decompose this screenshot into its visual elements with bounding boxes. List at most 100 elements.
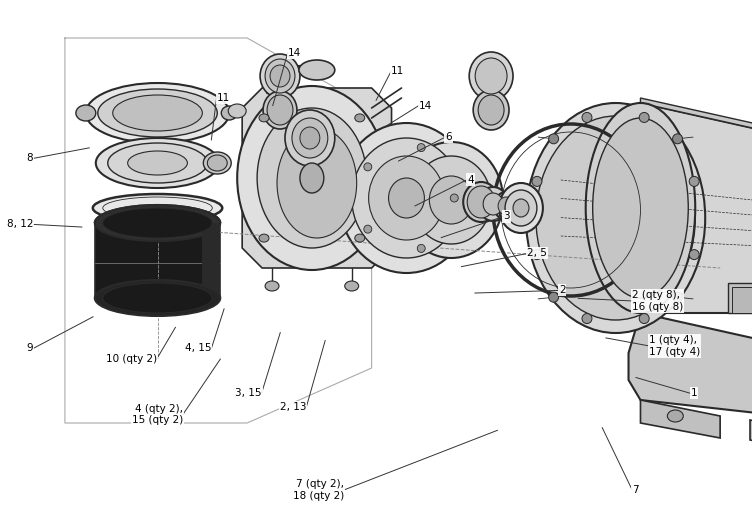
Text: 14: 14 (419, 101, 432, 110)
Ellipse shape (469, 52, 513, 100)
Ellipse shape (463, 182, 499, 222)
Ellipse shape (478, 187, 508, 221)
Ellipse shape (86, 83, 229, 143)
Ellipse shape (92, 194, 223, 222)
Polygon shape (750, 420, 752, 453)
Ellipse shape (478, 95, 504, 125)
Bar (728, 283, 752, 313)
Ellipse shape (667, 410, 684, 422)
Polygon shape (242, 88, 392, 268)
Ellipse shape (368, 156, 444, 240)
Ellipse shape (639, 314, 649, 324)
Ellipse shape (259, 234, 269, 242)
Ellipse shape (221, 106, 237, 120)
Ellipse shape (689, 250, 699, 260)
Ellipse shape (549, 134, 559, 144)
Ellipse shape (270, 65, 290, 87)
Ellipse shape (257, 108, 367, 248)
Ellipse shape (260, 54, 300, 98)
Ellipse shape (532, 176, 542, 186)
Text: 10 (qty 2): 10 (qty 2) (105, 354, 156, 364)
Ellipse shape (352, 138, 461, 258)
Text: 2 (qty 8),
16 (qty 8): 2 (qty 8), 16 (qty 8) (632, 290, 684, 312)
Text: 14: 14 (288, 48, 301, 58)
Ellipse shape (593, 118, 688, 298)
Text: 11: 11 (217, 93, 230, 102)
Ellipse shape (265, 59, 295, 93)
Ellipse shape (411, 156, 491, 244)
Ellipse shape (513, 199, 529, 217)
Ellipse shape (586, 103, 696, 313)
Ellipse shape (526, 103, 705, 333)
Ellipse shape (228, 104, 246, 118)
Polygon shape (629, 313, 752, 420)
Text: 1: 1 (690, 389, 697, 398)
Ellipse shape (300, 127, 320, 149)
Text: 4 (qty 2),
15 (qty 2): 4 (qty 2), 15 (qty 2) (132, 404, 183, 425)
Ellipse shape (237, 86, 387, 270)
Ellipse shape (672, 292, 683, 302)
Ellipse shape (450, 194, 458, 202)
Ellipse shape (689, 176, 699, 186)
Ellipse shape (532, 250, 542, 260)
Ellipse shape (483, 193, 503, 215)
Ellipse shape (582, 112, 592, 122)
Text: 7 (qty 2),
18 (qty 2): 7 (qty 2), 18 (qty 2) (293, 479, 344, 501)
Text: 3: 3 (503, 212, 510, 221)
Ellipse shape (103, 283, 212, 313)
Polygon shape (641, 400, 720, 438)
Ellipse shape (417, 244, 425, 252)
Text: 4, 15: 4, 15 (185, 344, 211, 353)
Ellipse shape (98, 89, 217, 137)
Bar (732, 287, 752, 313)
Ellipse shape (103, 208, 212, 238)
Text: 2, 5: 2, 5 (527, 249, 547, 258)
Ellipse shape (549, 292, 559, 302)
Ellipse shape (263, 91, 297, 129)
Ellipse shape (299, 60, 335, 80)
Ellipse shape (505, 190, 537, 226)
Ellipse shape (417, 144, 425, 152)
Ellipse shape (429, 176, 473, 224)
Ellipse shape (536, 116, 696, 320)
Text: 3, 15: 3, 15 (235, 389, 262, 398)
Ellipse shape (467, 186, 495, 218)
Polygon shape (641, 98, 752, 143)
Ellipse shape (355, 114, 365, 122)
Text: 2: 2 (559, 286, 566, 295)
Ellipse shape (300, 163, 324, 193)
Ellipse shape (364, 225, 371, 233)
Ellipse shape (389, 178, 424, 218)
Text: 1 (qty 4),
17 (qty 4): 1 (qty 4), 17 (qty 4) (649, 335, 700, 356)
Ellipse shape (498, 197, 514, 215)
Ellipse shape (95, 280, 220, 316)
Ellipse shape (338, 123, 475, 273)
Ellipse shape (259, 114, 269, 122)
Ellipse shape (128, 151, 187, 175)
Ellipse shape (265, 281, 279, 291)
Ellipse shape (672, 134, 683, 144)
Ellipse shape (203, 152, 231, 174)
Text: 2, 13: 2, 13 (280, 402, 307, 411)
Polygon shape (202, 223, 220, 298)
Ellipse shape (473, 90, 509, 130)
Ellipse shape (639, 112, 649, 122)
Text: 8, 12: 8, 12 (7, 220, 33, 229)
Ellipse shape (267, 95, 293, 125)
Ellipse shape (113, 95, 202, 131)
Polygon shape (641, 103, 752, 313)
Ellipse shape (95, 205, 220, 241)
Ellipse shape (494, 192, 518, 220)
Ellipse shape (76, 105, 96, 121)
Ellipse shape (364, 163, 371, 171)
Ellipse shape (285, 110, 335, 166)
Ellipse shape (582, 314, 592, 324)
Text: 8: 8 (26, 154, 33, 163)
Text: 9: 9 (26, 344, 33, 353)
Ellipse shape (208, 155, 227, 171)
Polygon shape (95, 223, 220, 298)
Text: 6: 6 (445, 133, 452, 142)
Text: 7: 7 (632, 485, 638, 495)
Ellipse shape (108, 143, 208, 183)
Ellipse shape (475, 58, 507, 94)
